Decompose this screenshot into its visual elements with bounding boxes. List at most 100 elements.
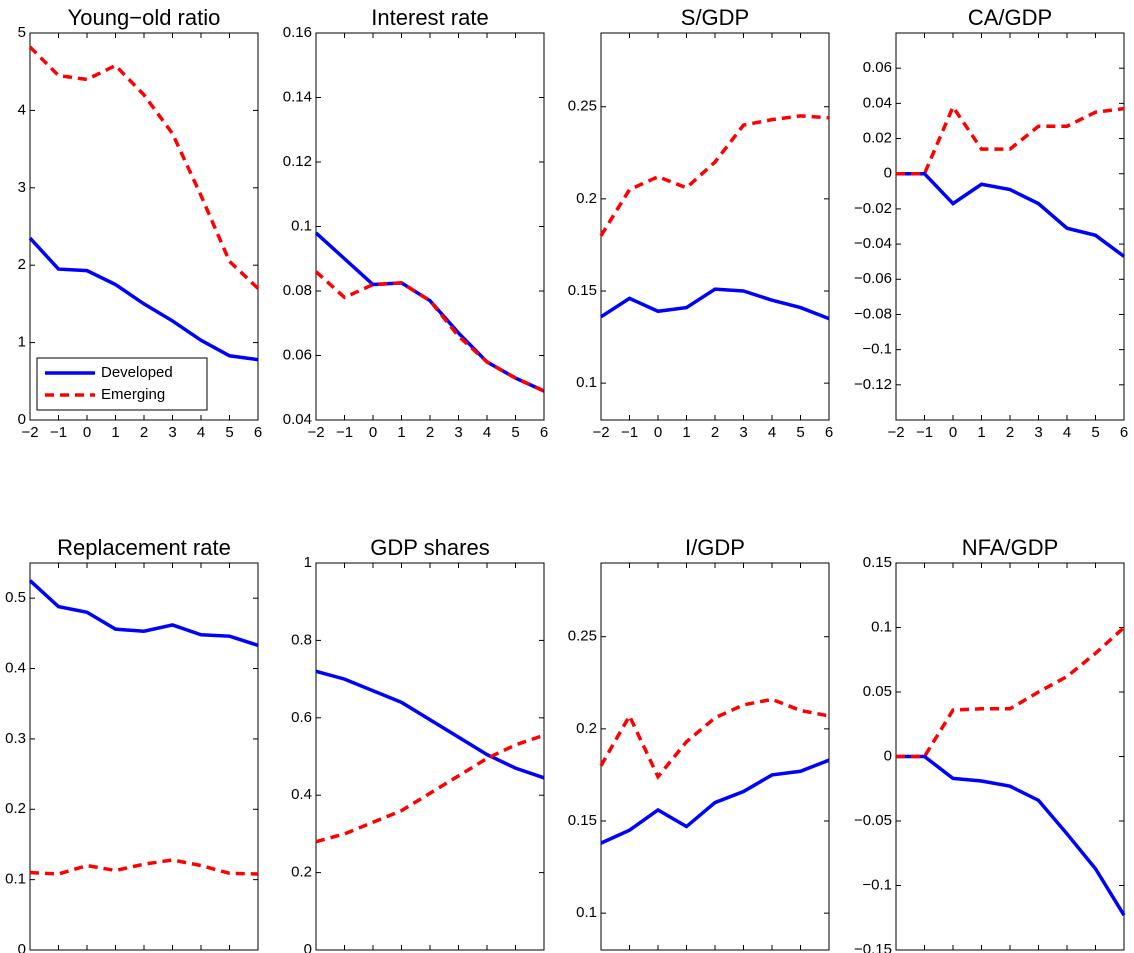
series-line: [28, 579, 259, 647]
series-line: [28, 45, 260, 290]
y-tick-label: 2: [18, 256, 26, 273]
x-tick-label: 3: [168, 424, 176, 441]
y-tick-label: −0.12: [854, 376, 892, 393]
plot-frame: [315, 562, 545, 951]
x-tick-label: 6: [540, 424, 548, 441]
legend-label: Developed: [101, 364, 173, 381]
series-line: [28, 236, 259, 362]
x-tick-label: 4: [197, 424, 205, 441]
y-tick-label: −0.15: [854, 941, 892, 953]
x-tick-label: 2: [1006, 424, 1014, 441]
x-tick-label: 5: [796, 424, 804, 441]
plot-frame: [315, 32, 545, 421]
y-tick-label: 0.1: [5, 871, 26, 888]
x-tick-label: 6: [254, 424, 262, 441]
y-tick-label: 1: [18, 334, 26, 351]
y-tick-label: 0.15: [863, 554, 892, 571]
y-tick-label: 0: [884, 165, 892, 182]
y-tick-label: 0.2: [5, 800, 26, 817]
y-tick-label: 0.4: [291, 786, 312, 803]
y-tick-label: 0.1: [576, 904, 597, 921]
y-tick-label: 0.1: [576, 374, 597, 391]
y-tick-label: 0.25: [568, 628, 597, 645]
y-tick-label: 0.12: [283, 153, 312, 170]
chart-title: GDP shares: [370, 535, 489, 560]
x-tick-label: 5: [511, 424, 519, 441]
series-line: [896, 626, 1126, 759]
series-line: [314, 231, 545, 393]
x-tick-label: 0: [83, 424, 91, 441]
series-line: [599, 697, 830, 781]
y-tick-label: 1: [304, 554, 312, 571]
y-tick-label: 0.15: [568, 812, 597, 829]
chart-title: Interest rate: [371, 5, 488, 30]
chart-title: NFA/GDP: [962, 535, 1059, 560]
series-line: [896, 171, 1126, 258]
y-tick-label: 0.04: [283, 411, 312, 428]
y-tick-label: 0: [18, 411, 26, 428]
x-tick-label: 1: [397, 424, 405, 441]
x-tick-label: 2: [711, 424, 719, 441]
x-tick-label: −1: [916, 424, 933, 441]
series-line: [896, 103, 1125, 176]
y-tick-label: 0: [304, 941, 312, 953]
y-tick-label: 5: [18, 24, 26, 41]
x-tick-label: −2: [307, 424, 324, 441]
y-tick-label: 0.5: [5, 589, 26, 606]
y-tick-label: 0.25: [568, 98, 597, 115]
y-tick-label: 0.1: [291, 217, 312, 234]
x-tick-label: 0: [654, 424, 662, 441]
plot-frame: [29, 562, 259, 951]
series-line: [315, 733, 545, 844]
y-tick-label: 0.2: [576, 720, 597, 737]
x-tick-label: −2: [21, 424, 38, 441]
y-tick-label: 0: [884, 747, 892, 764]
series-line: [600, 758, 830, 845]
y-tick-label: −0.1: [862, 341, 892, 358]
y-tick-label: 0.08: [283, 282, 312, 299]
y-tick-label: 3: [18, 179, 26, 196]
x-tick-label: 3: [1034, 424, 1042, 441]
y-tick-label: 0.16: [283, 24, 312, 41]
x-tick-label: −1: [621, 424, 638, 441]
x-tick-label: 4: [1063, 424, 1071, 441]
y-tick-label: 0.2: [576, 190, 597, 207]
x-tick-label: 4: [483, 424, 491, 441]
x-tick-label: 1: [682, 424, 690, 441]
chart-title: CA/GDP: [968, 5, 1052, 30]
chart-title: Replacement rate: [57, 535, 231, 560]
y-tick-label: 0.05: [863, 683, 892, 700]
x-tick-label: 5: [1091, 424, 1099, 441]
x-tick-label: 0: [949, 424, 957, 441]
x-tick-label: 6: [825, 424, 833, 441]
x-tick-label: −2: [887, 424, 904, 441]
series-line: [314, 270, 545, 393]
x-tick-label: 0: [369, 424, 377, 441]
x-tick-label: 1: [111, 424, 119, 441]
y-tick-label: −0.1: [862, 876, 892, 893]
y-tick-label: 0.06: [283, 346, 312, 363]
plot-frame: [895, 562, 1125, 951]
x-tick-label: −1: [336, 424, 353, 441]
y-tick-label: 0.15: [568, 282, 597, 299]
y-tick-label: −0.08: [854, 305, 892, 322]
y-tick-label: 0.1: [871, 618, 892, 635]
y-tick-label: 0.8: [291, 631, 312, 648]
x-tick-label: 1: [977, 424, 985, 441]
y-tick-label: 0.14: [283, 88, 312, 105]
y-tick-label: 0: [18, 941, 26, 953]
x-tick-label: 4: [768, 424, 776, 441]
x-tick-label: 5: [225, 424, 233, 441]
plot-frame: [600, 32, 830, 421]
x-tick-label: 2: [426, 424, 434, 441]
chart-title: Young−old ratio: [68, 5, 221, 30]
y-tick-label: −0.05: [854, 812, 892, 829]
y-tick-label: 4: [18, 101, 26, 118]
x-tick-label: 2: [140, 424, 148, 441]
legend-box: [36, 357, 208, 411]
y-tick-label: −0.04: [854, 235, 892, 252]
x-tick-label: 6: [1120, 424, 1128, 441]
y-tick-label: 0.4: [5, 660, 26, 677]
